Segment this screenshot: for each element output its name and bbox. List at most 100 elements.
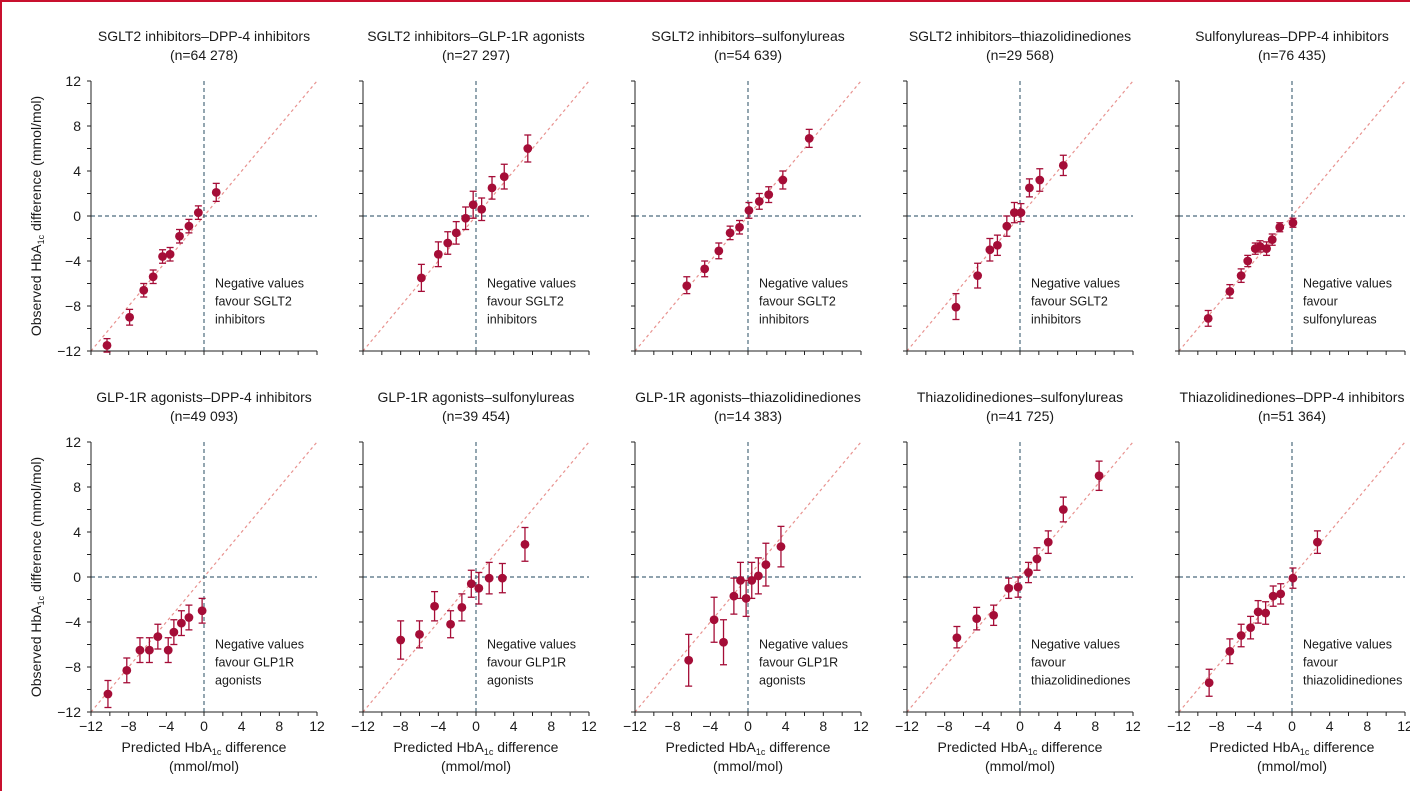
data-point-group	[193, 205, 203, 221]
chart-panel-2: SGLT2 inhibitors–GLP-1R agonists (n=27 29…	[359, 28, 590, 355]
data-point	[1004, 583, 1014, 593]
data-point	[729, 591, 739, 601]
data-point	[1204, 678, 1214, 688]
data-point-group	[1275, 222, 1285, 233]
data-point-group	[103, 679, 113, 709]
data-point	[1058, 160, 1068, 170]
panel-title: Thiazolidinediones–sulfonylureas	[917, 389, 1123, 405]
x-tick-label: −8	[665, 718, 681, 734]
data-point	[433, 249, 443, 259]
x-tick-label: 8	[1091, 718, 1099, 734]
x-axis-label: Predicted HbA1c difference	[666, 739, 831, 757]
data-point	[484, 573, 494, 583]
data-point-group	[985, 237, 995, 262]
data-point-group	[487, 175, 497, 200]
data-point-group	[1035, 168, 1045, 192]
data-point	[184, 221, 194, 231]
data-point	[725, 228, 735, 238]
x-tick-label: 8	[275, 718, 283, 734]
x-tick-label: 8	[1363, 718, 1371, 734]
data-point	[169, 627, 179, 637]
data-point-group	[952, 625, 962, 649]
data-point-group	[729, 577, 739, 615]
data-point-group	[499, 163, 509, 190]
frame-top-accent	[0, 0, 1410, 2]
x-axis-label: Predicted HbA1c difference	[394, 739, 559, 757]
data-point	[951, 302, 961, 312]
panel-note-line: inhibitors	[215, 313, 265, 327]
data-point	[466, 579, 476, 589]
data-point	[165, 249, 175, 259]
data-point-group	[468, 190, 478, 219]
data-point	[719, 637, 728, 647]
data-point-group	[719, 619, 728, 666]
y-tick-label: −4	[65, 614, 81, 630]
data-point	[211, 187, 221, 197]
data-point-group	[993, 234, 1002, 257]
data-point	[468, 200, 478, 210]
data-point	[497, 573, 507, 583]
data-point-group	[764, 186, 774, 204]
data-point	[102, 340, 112, 350]
data-point-group	[184, 218, 194, 234]
data-point-group	[989, 604, 999, 627]
panel-note-line: Negative values	[487, 277, 576, 291]
data-point-group	[804, 128, 814, 149]
x-tick-label: −8	[1209, 718, 1225, 734]
panel-n-label: (n=14 383)	[714, 408, 782, 424]
data-point-group	[148, 269, 158, 285]
data-point-group	[714, 242, 724, 260]
data-point-group	[1058, 496, 1068, 523]
y-tick-label: 0	[73, 208, 81, 224]
data-point	[396, 635, 406, 645]
data-point-group	[165, 246, 175, 262]
panel-note-line: agonists	[487, 674, 534, 688]
data-point-group	[211, 182, 221, 203]
data-point-group	[523, 134, 533, 163]
data-point	[1313, 537, 1322, 547]
data-point	[499, 172, 509, 182]
y-tick-label: −8	[65, 659, 81, 675]
data-point	[415, 629, 424, 639]
x-tick-label: −4	[158, 718, 174, 734]
y-tick-label: 4	[73, 524, 81, 540]
data-point-group	[1024, 561, 1033, 584]
data-point-group	[457, 593, 467, 622]
data-point-group	[163, 637, 173, 664]
x-tick-label: 4	[1054, 718, 1062, 734]
data-point-group	[102, 337, 112, 353]
data-point	[163, 645, 173, 655]
data-point	[1058, 505, 1068, 514]
y-tick-label: 12	[65, 434, 81, 450]
panel-note-line: agonists	[215, 674, 262, 688]
data-point	[1288, 218, 1298, 228]
x-tick-label: −4	[974, 718, 990, 734]
data-point	[1276, 589, 1286, 599]
panel-note-line: sulfonylureas	[1303, 313, 1377, 327]
data-point-group	[754, 192, 764, 210]
panel-note-line: favour	[1303, 656, 1338, 670]
data-point	[197, 606, 207, 616]
data-point	[477, 204, 487, 214]
data-point	[416, 273, 426, 283]
data-point-group	[761, 542, 771, 587]
data-point	[993, 240, 1002, 250]
data-point-group	[1261, 601, 1271, 625]
data-point	[1243, 256, 1253, 266]
data-point	[736, 575, 745, 585]
data-point	[135, 645, 145, 655]
panel-n-label: (n=27 297)	[442, 47, 510, 63]
data-point	[747, 575, 757, 585]
chart-panel-6: GLP-1R agonists–DPP-4 inhibitors (n=49 09…	[57, 389, 325, 774]
data-point-group	[135, 637, 145, 664]
panel-n-label: (n=49 093)	[170, 408, 238, 424]
data-point	[148, 272, 158, 282]
panel-note-line: Negative values	[1303, 277, 1392, 291]
y-tick-label: −8	[65, 298, 81, 314]
data-point	[184, 613, 194, 622]
data-point-group	[1276, 583, 1286, 605]
data-point	[741, 593, 751, 603]
x-tick-label: −8	[121, 718, 137, 734]
data-point-group	[451, 220, 461, 245]
x-tick-label: 4	[1326, 718, 1334, 734]
